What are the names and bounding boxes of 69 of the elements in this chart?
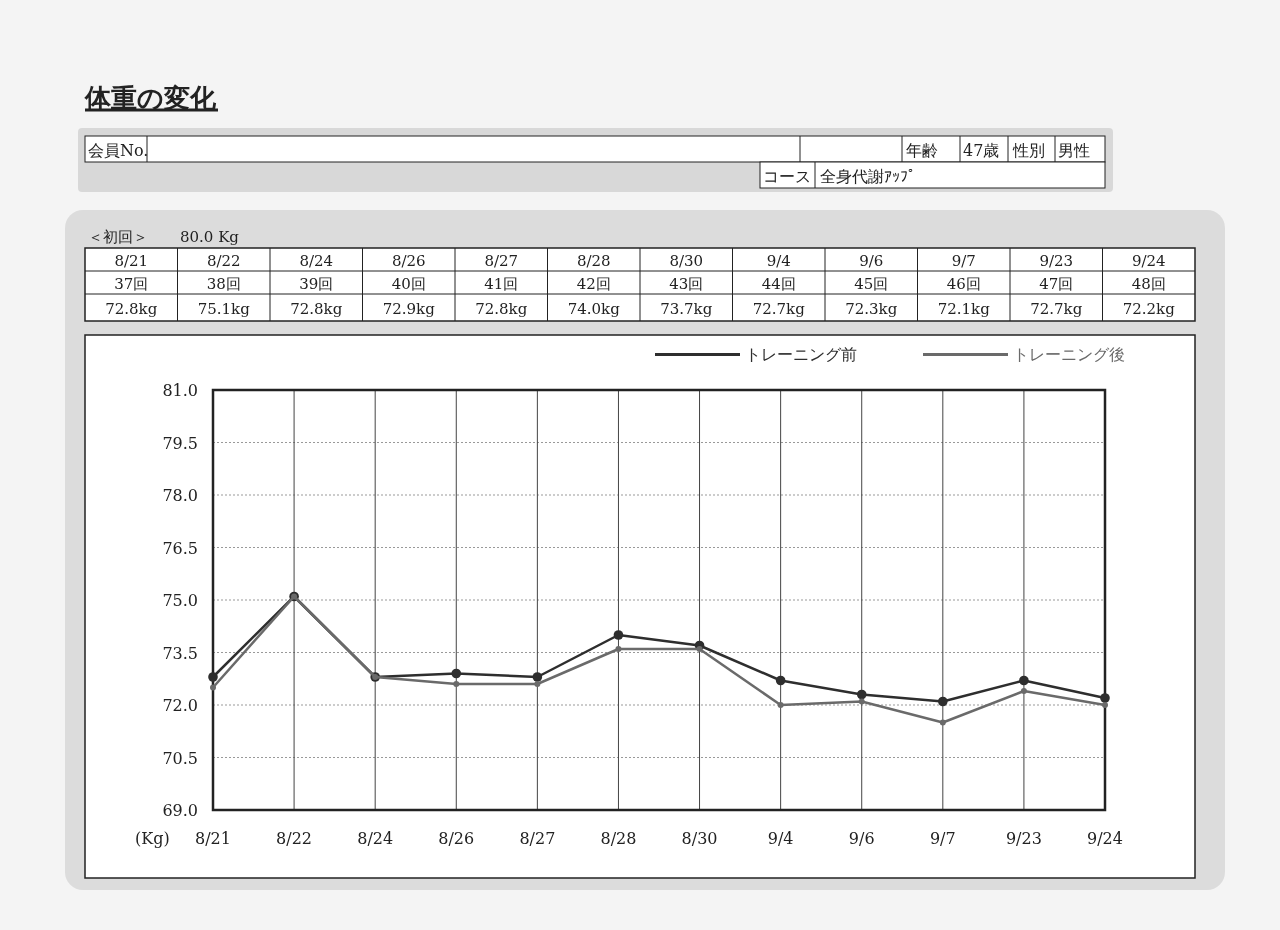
text: 47回	[1039, 275, 1074, 293]
text: 72.8kg	[105, 300, 158, 318]
text: 46回	[946, 275, 981, 293]
x-tick-label: 9/23	[1005, 829, 1042, 848]
text: ＜初回＞	[88, 228, 148, 246]
text: 75.1kg	[197, 300, 251, 318]
text: 72.9kg	[382, 300, 436, 318]
y-tick-label: 69.0	[162, 801, 198, 820]
category-label: 8/24	[299, 252, 334, 270]
x-tick-label: 8/28	[600, 829, 637, 848]
text: 性別	[1012, 141, 1045, 160]
x-tick-label: 8/24	[357, 829, 394, 848]
text: 39回	[299, 275, 334, 293]
y-tick-label: 78.0	[162, 486, 198, 505]
text: 72.8kg	[475, 300, 528, 318]
text: 全身代謝ｱｯﾌﾟ	[820, 167, 916, 186]
text: 72.7kg	[752, 300, 806, 318]
y-tick-label: 79.5	[162, 433, 198, 453]
x-tick-label: 9/4	[767, 829, 794, 848]
category-label: 8/30	[669, 252, 704, 270]
text: 72.2kg	[1122, 300, 1176, 318]
legend-item: トレーニング後	[923, 345, 1125, 364]
y-axis-title: (Kg)	[135, 829, 170, 848]
text: 47歳	[963, 141, 1000, 160]
y-tick-label: 73.5	[162, 643, 198, 663]
x-tick-label: 8/22	[276, 829, 313, 848]
legend-item: トレーニング前	[655, 345, 857, 364]
text: 38回	[206, 275, 241, 293]
category-label: 8/27	[484, 252, 519, 270]
category-label: 9/24	[1131, 252, 1166, 270]
category-label: 9/7	[951, 252, 976, 270]
text: 年齢	[906, 141, 938, 160]
text: 43回	[669, 275, 704, 293]
text: 41回	[484, 275, 519, 293]
text: 37回	[114, 275, 149, 293]
category-label: 8/26	[391, 252, 426, 270]
category-label: 9/23	[1039, 252, 1074, 270]
category-label: 9/4	[766, 252, 791, 270]
category-label: 9/6	[859, 252, 884, 270]
y-tick-label: 72.0	[162, 696, 198, 715]
y-tick-label: 70.5	[162, 748, 198, 768]
x-tick-label: 8/27	[519, 829, 556, 848]
category-label: 8/22	[206, 252, 241, 270]
text: 45回	[854, 275, 889, 293]
text: 80.0 Kg	[180, 228, 240, 246]
x-tick-label: 8/26	[438, 829, 475, 848]
category-label: 8/21	[114, 252, 149, 270]
text: 73.7kg	[660, 300, 713, 318]
x-tick-label: 8/21	[195, 829, 231, 848]
y-tick-label: 81.0	[162, 381, 198, 400]
x-tick-label: 9/6	[848, 829, 875, 848]
x-tick-label: 9/7	[929, 829, 956, 848]
category-label: 8/28	[576, 252, 611, 270]
text: 会員No.	[88, 141, 149, 160]
text: 72.7kg	[1030, 300, 1083, 318]
text: 48回	[1131, 275, 1166, 293]
text: 72.3kg	[845, 300, 898, 318]
y-tick-label: 75.0	[162, 591, 198, 610]
text: 74.0kg	[567, 300, 621, 318]
text: 40回	[391, 275, 426, 293]
text: 42回	[576, 275, 611, 293]
text: 72.8kg	[290, 300, 343, 318]
x-tick-label: 9/24	[1087, 829, 1123, 848]
x-tick-label: 8/30	[681, 829, 718, 848]
text: 44回	[761, 275, 796, 293]
text: 男性	[1058, 141, 1090, 160]
text: コース	[763, 167, 811, 186]
text: 72.1kg	[937, 300, 991, 318]
y-tick-label: 76.5	[162, 538, 198, 558]
